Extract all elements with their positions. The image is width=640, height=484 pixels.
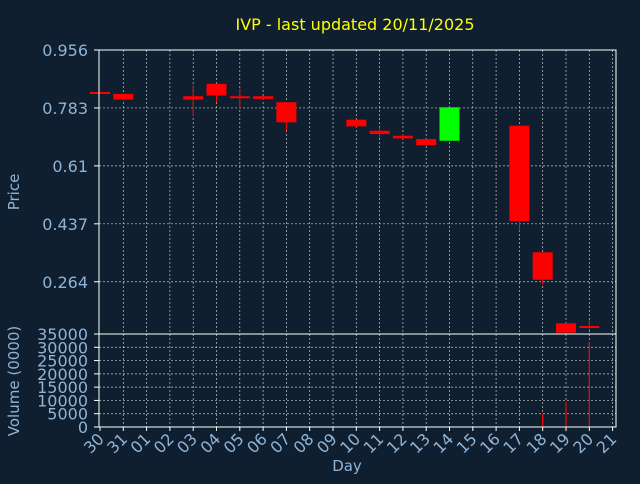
candle-body [556, 323, 576, 333]
candles-layer [90, 83, 600, 334]
candle [579, 319, 600, 330]
candle [369, 127, 390, 138]
candle-body [369, 130, 390, 135]
candle [229, 88, 250, 109]
candle-body [509, 125, 530, 222]
candle [532, 252, 553, 285]
volume-tick-label: 5000 [47, 405, 88, 424]
candle [113, 93, 134, 101]
candle [556, 323, 576, 334]
price-tick-labels: 0.956 0.783 0.61 0.437 0.264 [42, 41, 99, 292]
candle [253, 96, 274, 100]
volume-grid [99, 334, 616, 427]
candle [90, 92, 110, 95]
candle-body [183, 96, 204, 100]
x-axis-label: Day [332, 457, 362, 475]
candle-body [276, 102, 297, 123]
x-tick-labels: 3031010203040506070809101112131415161718… [80, 427, 620, 457]
price-tick-label: 0.956 [42, 41, 88, 60]
candle [276, 102, 297, 131]
candle [346, 119, 367, 128]
candle [416, 139, 437, 146]
candle-body [392, 135, 413, 139]
candle-body [206, 83, 227, 96]
price-grid [99, 49, 616, 334]
volume-axis-label: Volume (0000) [5, 326, 23, 436]
price-tick-label: 0.783 [42, 99, 88, 118]
volume-tick-label: 10000 [37, 391, 88, 410]
chart-title: IVP - last updated 20/11/2025 [235, 15, 474, 34]
price-plot-frame [98, 49, 617, 335]
candle-body [253, 96, 274, 99]
volume-tick-label: 15000 [37, 378, 88, 397]
candle [439, 107, 460, 141]
price-tick-label: 0.264 [42, 273, 88, 292]
price-axis-label: Price [5, 174, 23, 211]
candle-body [416, 139, 437, 146]
candle [509, 125, 530, 232]
volume-tick-label: 20000 [37, 365, 88, 384]
price-tick-label: 0.61 [52, 157, 88, 176]
candle [392, 134, 413, 140]
volume-plot-frame [98, 333, 617, 428]
price-tick-label: 0.437 [42, 215, 88, 234]
candle-body [532, 252, 553, 280]
volume-bars-layer [542, 341, 590, 427]
volume-tick-label: 35000 [37, 325, 88, 344]
candle-body [439, 107, 460, 141]
candle [183, 85, 204, 116]
volume-tick-label: 25000 [37, 352, 88, 371]
candle-body [346, 119, 367, 127]
candle [206, 83, 227, 103]
plot-frames [98, 49, 617, 428]
volume-tick-label: 0 [78, 418, 88, 437]
volume-tick-label: 30000 [37, 338, 88, 357]
x-tick-label: 21 [593, 429, 621, 457]
candle-body [113, 93, 134, 100]
